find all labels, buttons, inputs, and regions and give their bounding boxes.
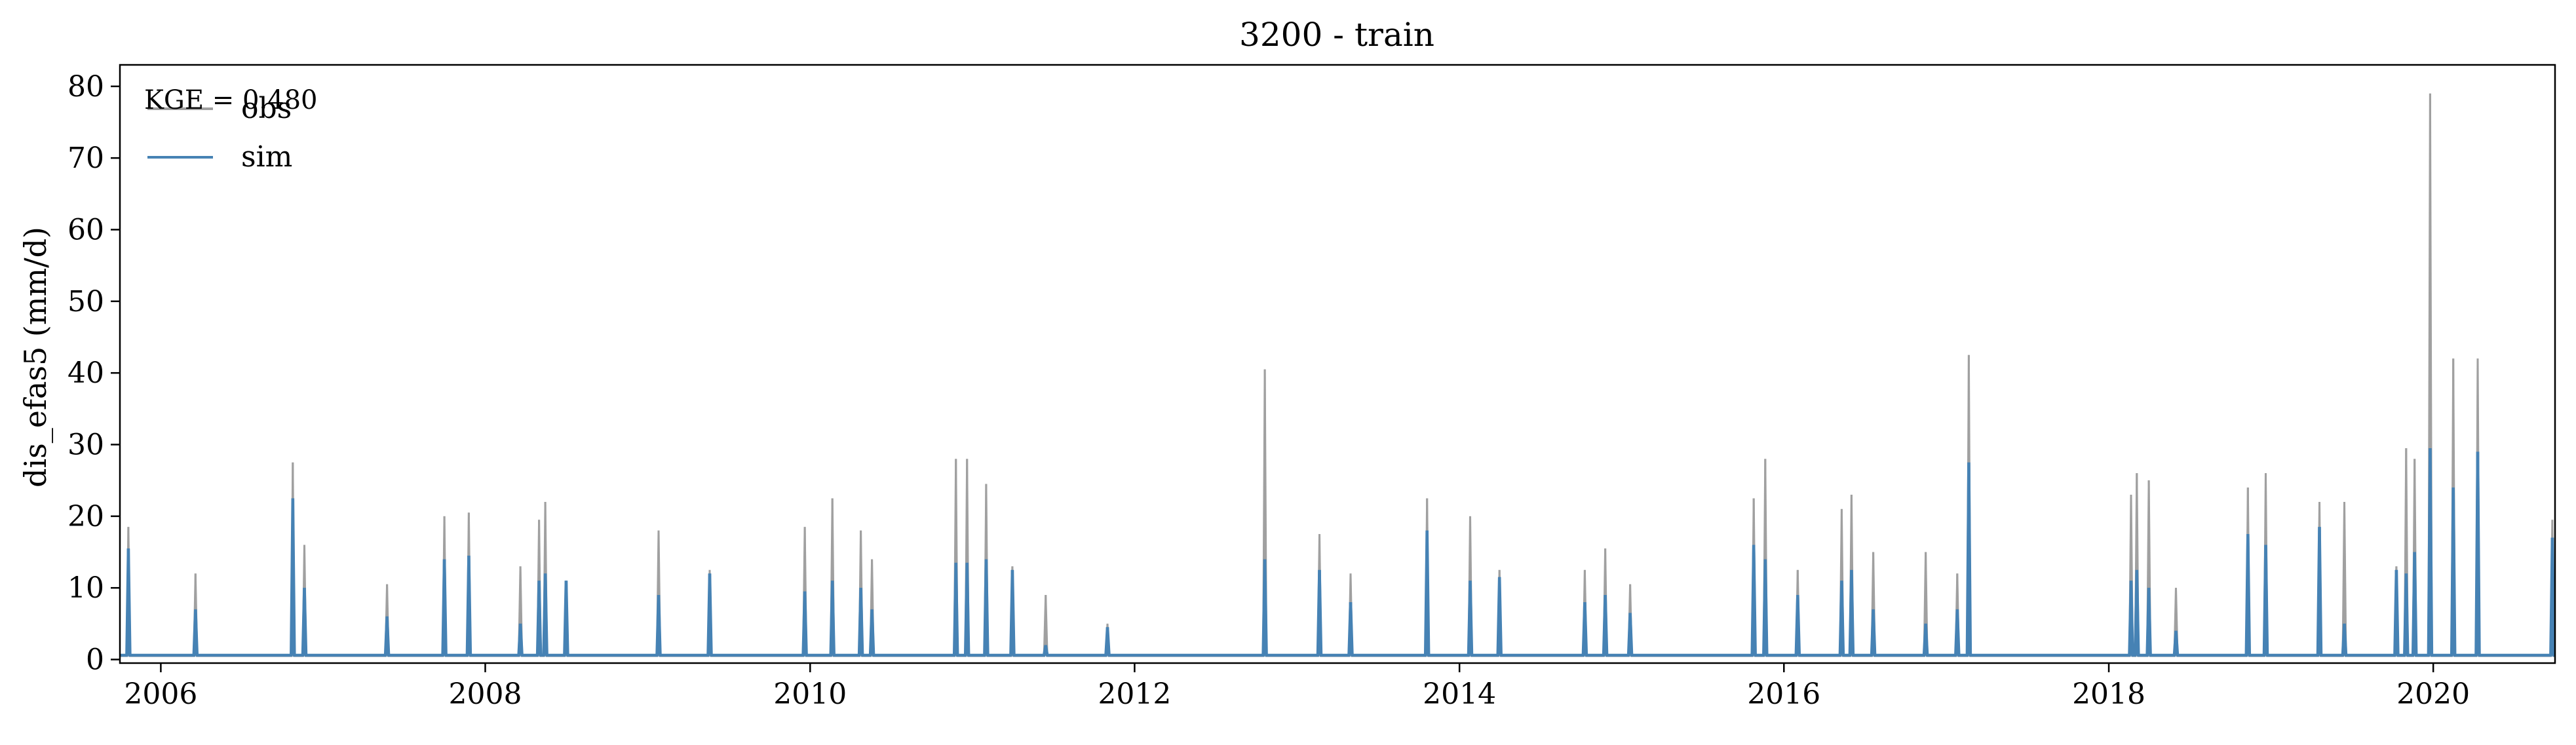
kge-annotation: KGE = 0.480 bbox=[144, 85, 318, 115]
y-tick-label-60: 60 bbox=[67, 213, 104, 246]
y-tick-label-70: 70 bbox=[67, 142, 104, 175]
chart-title: 3200 - train bbox=[1239, 16, 1434, 54]
x-tick-label-2014: 2014 bbox=[1423, 678, 1496, 711]
x-tick-label-2008: 2008 bbox=[449, 678, 522, 711]
legend: obs sim bbox=[147, 92, 292, 174]
x-tick-label-2012: 2012 bbox=[1098, 678, 1171, 711]
legend-label-sim: sim bbox=[241, 140, 292, 174]
y-tick-label-20: 20 bbox=[67, 500, 104, 533]
y-axis-label: dis_efas5 (mm/d) bbox=[18, 227, 53, 487]
series-layer bbox=[119, 93, 2556, 657]
y-axis: 0 10 20 30 40 50 60 70 80 bbox=[67, 70, 120, 677]
y-tick-label-30: 30 bbox=[67, 429, 104, 462]
y-tick-label-80: 80 bbox=[67, 70, 104, 104]
x-axis: 2006 2008 2010 2012 2014 2016 2018 2020 bbox=[124, 663, 2470, 711]
y-tick-label-10: 10 bbox=[67, 571, 104, 605]
x-tick-label-2006: 2006 bbox=[124, 678, 197, 711]
x-tick-label-2020: 2020 bbox=[2396, 678, 2470, 711]
y-tick-label-0: 0 bbox=[86, 643, 104, 677]
y-tick-label-40: 40 bbox=[67, 356, 104, 390]
y-tick-label-50: 50 bbox=[67, 285, 104, 318]
plot-area-frame bbox=[119, 64, 2556, 664]
legend-label-obs: obs bbox=[241, 92, 292, 125]
x-tick-label-2018: 2018 bbox=[2072, 678, 2145, 711]
x-tick-label-2016: 2016 bbox=[1747, 678, 1820, 711]
x-tick-label-2010: 2010 bbox=[773, 678, 847, 711]
